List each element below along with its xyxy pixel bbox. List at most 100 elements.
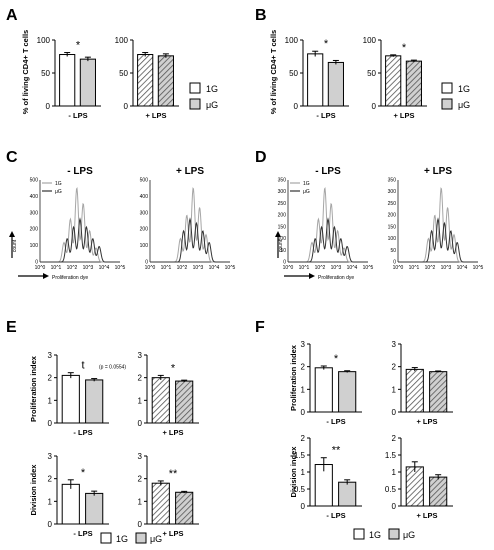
panel-f-row-2-plot-1-significance: ** [332, 445, 341, 457]
panel-b-legend-label-ug: μG [458, 100, 470, 110]
panel-b-plot-2-bar-1g [385, 55, 402, 107]
panel-e-row-2-plot-1-bar-ug [85, 492, 104, 525]
panel-e-row-2-plot-1-ytick-label: 1 [48, 497, 53, 506]
panel-d-hist-2-xtick-label: 10^1 [409, 265, 420, 271]
panel-f-row-1-plot-1-ytick-label: 1 [301, 385, 306, 394]
panel-d-hist-1-series-1g [288, 187, 368, 263]
panel-e-row-1-ylabel: Proliferation index [29, 355, 38, 422]
panel-d-hist-2-xtick-label: 10^5 [473, 265, 484, 271]
panel-e-row-1-plot-1-significance-note: (p = 0.0554) [99, 365, 126, 371]
panel-c-hist-1-ytick-label: 300 [30, 210, 39, 216]
panel-c-hist-2-ytick-label: 300 [140, 210, 149, 216]
panel-f-row-1-plot-1-bar-ug [338, 371, 357, 413]
panel-a-ylabel: % of living CD4+ T cells [21, 30, 30, 114]
panel-d-hist-2-ytick-label: 150 [388, 224, 397, 230]
panel-f-row-1-plot-1-ytick-label: 3 [301, 340, 306, 349]
panel-a-plot-2-bar-1g [137, 54, 154, 107]
panel-f-row-1-plot-1-bar-1g [314, 367, 333, 413]
panel-d-hist-1-legend-1g: 1G [303, 181, 310, 187]
panel-f-row-1-plot-2-ytick-label: 0 [392, 408, 397, 417]
panel-f-legend-swatch-ug [388, 528, 400, 540]
panel-c-hist-1-series-1g [40, 187, 120, 263]
panel-b-plot-1-significance: * [324, 38, 329, 50]
panel-f-row-2-plot-2-ytick-label: 0 [392, 502, 397, 511]
panel-d-hist-2-ytick-label: 0 [393, 260, 396, 266]
panel-f-row-1-plot-2-condition-label: + LPS [416, 417, 437, 426]
panel-c-hist-2-series-1g [150, 187, 230, 263]
panel-f-row-1-plot-1-ytick-label: 2 [301, 363, 306, 372]
panel-a-plot-2-ytick-label: 100 [115, 36, 129, 45]
panel-d-hist-1-ytick-label: 50 [280, 248, 286, 254]
panel-c-count-label: count [12, 239, 18, 252]
panel-c-hist-2-xtick-label: 10^2 [177, 265, 188, 271]
panel-c-hist-2-title: + LPS [176, 166, 204, 177]
panel-d-hist-1-ytick-label: 350 [278, 178, 287, 184]
panel-f-row-2-plot-1-condition-label: - LPS [326, 511, 345, 520]
panel-e-row-1-plot-1-ytick-label: 0 [48, 419, 53, 428]
panel-e-row-1-plot-1-bar-1g [61, 374, 80, 424]
panel-e-row-2-plot-1-significance: * [81, 467, 86, 479]
panel-e-row-1-plot-1-condition-label: - LPS [73, 428, 92, 437]
panel-a-legend-swatch-ug [189, 98, 201, 110]
panel-e-row-1-plot-1-significance: t [81, 360, 84, 372]
panel-b-plot-1-ytick-label: 100 [285, 36, 299, 45]
panel-label-b: B [255, 7, 267, 24]
panel-a-plot-1-condition-label: - LPS [68, 111, 87, 120]
panel-e-row-1-plot-1-ytick-label: 1 [48, 396, 53, 405]
panel-f-row-2-plot-2-ytick-label: 1 [392, 468, 397, 477]
panel-label-d: D [255, 149, 267, 166]
panel-d-hist-2-xtick-label: 10^2 [425, 265, 436, 271]
panel-c-hist-2-ytick-label: 500 [140, 178, 149, 184]
panel-e-row-2-plot-1-bar-1g [61, 483, 80, 525]
panel-e-row-2-plot-2-ytick-label: 2 [138, 475, 143, 484]
panel-e-legend-swatch-1g [100, 532, 112, 544]
panel-d-hist-2-title: + LPS [424, 166, 452, 177]
panel-f-row-2-plot-1-ytick-label: 1 [301, 468, 306, 477]
panel-c-hist-1-legend-1g: 1G [55, 181, 62, 187]
panel-a-plot-1-bar-ug [79, 58, 96, 107]
panel-b-legend-swatch-ug [441, 98, 453, 110]
panel-c-hist-1-xtick-label: 10^5 [115, 265, 126, 271]
panel-c-hist-2-ytick-label: 200 [140, 227, 149, 233]
panel-d-hist-1-xtick-label: 10^5 [363, 265, 374, 271]
panel-b-plot-1-bar-1g [307, 53, 324, 107]
panel-b-plot-2-condition-label: + LPS [393, 111, 414, 120]
panel-f-row-1-plot-1-significance: * [334, 353, 339, 365]
panel-c-hist-1-series-ug [40, 217, 120, 263]
panel-label-c: C [6, 149, 18, 166]
panel-b-plot-1-ytick-label: 50 [289, 69, 298, 78]
panel-f-row-2-plot-1-ytick-label: 1.5 [294, 451, 306, 460]
panel-d-dye-arrowhead [309, 273, 315, 279]
panel-f-row-2-plot-1-ytick-label: 2 [301, 434, 306, 443]
panel-c-hist-2-xtick-label: 10^1 [161, 265, 172, 271]
panel-a-legend-label-ug: μG [206, 100, 218, 110]
panel-f-row-1-plot-2-ytick-label: 2 [392, 363, 397, 372]
panel-f-row-1-plot-1-condition-label: - LPS [326, 417, 345, 426]
panel-e-row-1-plot-2-ytick-label: 3 [138, 351, 143, 360]
panel-c-hist-2-ytick-label: 100 [140, 243, 149, 249]
panel-c-hist-2-xtick-label: 10^4 [209, 265, 220, 271]
panel-d-hist-1-xtick-label: 10^3 [331, 265, 342, 271]
panel-a-plot-1-ytick-label: 100 [37, 36, 51, 45]
panel-c-hist-1-ytick-label: 100 [30, 243, 39, 249]
panel-d-hist-1-legend-ug: μG [303, 189, 310, 195]
panel-b-plot-2-ytick-label: 50 [367, 69, 376, 78]
panel-b-plot-1-ytick-label: 0 [294, 102, 299, 111]
panel-c-hist-2-xtick-label: 10^0 [145, 265, 156, 271]
panel-b-legend-label-1g: 1G [458, 84, 470, 94]
panel-d-hist-2-ytick-label: 200 [388, 213, 397, 219]
panel-a-plot-2-bar-ug [157, 55, 174, 107]
panel-a-legend-swatch-1g [189, 82, 201, 94]
panel-d-hist-1-ytick-label: 100 [278, 236, 287, 242]
panel-e-legend-label-1g: 1G [116, 534, 128, 544]
panel-d-hist-1-ytick-label: 200 [278, 213, 287, 219]
panel-e-row-2-plot-2-significance: ** [169, 468, 178, 480]
panel-c-count-arrowhead [9, 231, 15, 237]
panel-c-hist-1-ytick-label: 400 [30, 194, 39, 200]
panel-d-hist-1-ytick-label: 0 [283, 260, 286, 266]
panel-d-hist-2-ytick-label: 100 [388, 236, 397, 242]
panel-c-hist-1-xtick-label: 10^1 [51, 265, 62, 271]
panel-f-row-2-plot-2-bar-1g [405, 466, 424, 507]
